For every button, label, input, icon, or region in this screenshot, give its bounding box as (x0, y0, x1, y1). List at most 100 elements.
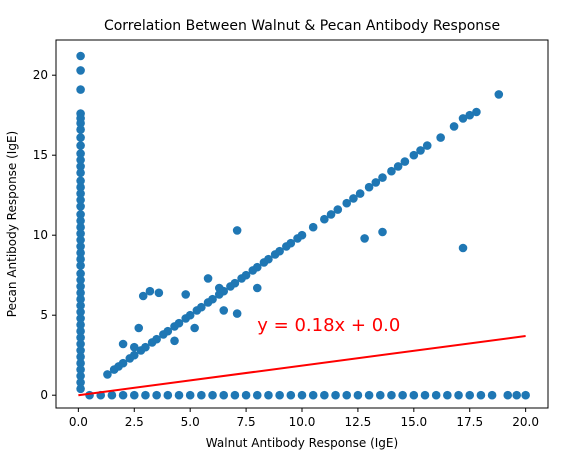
data-point-152 (420, 390, 430, 400)
x-tick-label: 10.0 (289, 415, 316, 429)
data-point-104 (118, 339, 128, 349)
data-point-141 (297, 390, 307, 400)
data-point-32 (76, 301, 85, 310)
data-point-31 (76, 294, 85, 304)
data-point-34 (76, 314, 85, 323)
y-tick-label: 10 (33, 228, 48, 242)
data-point-95 (409, 150, 419, 160)
data-point-97 (422, 141, 432, 150)
data-point-142 (308, 390, 318, 400)
data-point-153 (431, 390, 441, 400)
data-point-159 (503, 390, 513, 400)
data-point-158 (487, 390, 497, 400)
data-point-150 (398, 390, 407, 400)
data-point-79 (286, 238, 296, 248)
data-point-29 (76, 282, 85, 291)
data-point-20 (76, 222, 85, 232)
data-point-147 (364, 390, 374, 400)
data-point-145 (342, 390, 352, 400)
data-point-84 (326, 210, 336, 219)
data-point-161 (521, 390, 530, 400)
data-point-148 (375, 390, 385, 400)
x-axis-ticks: 0.0 2.5 5.0 7.5 10.0 12.5 15.0 17.5 20.0 (69, 408, 539, 429)
data-point-113 (203, 274, 213, 283)
data-point-63 (197, 302, 206, 312)
data-point-5 (76, 118, 85, 128)
x-tick-label: 15.0 (400, 415, 427, 429)
data-point-131 (185, 390, 195, 400)
x-tick-label: 7.5 (237, 415, 256, 429)
regression-line (78, 335, 526, 397)
data-point-71 (241, 270, 251, 280)
data-point-41 (76, 358, 85, 368)
data-point-26 (76, 261, 85, 270)
data-point-35 (76, 320, 85, 330)
x-tick-label: 5.0 (181, 415, 200, 429)
data-point-65 (208, 294, 217, 304)
data-point-22 (76, 235, 85, 245)
data-point-83 (320, 214, 329, 224)
data-point-30 (76, 288, 85, 298)
data-point-39 (76, 346, 85, 355)
plot-area: y = 0.18x + 0.0 (76, 51, 530, 400)
x-tick-label: 2.5 (125, 415, 144, 429)
data-point-85 (333, 205, 343, 214)
data-point-94 (400, 157, 410, 166)
data-point-138 (264, 390, 273, 400)
data-point-146 (353, 390, 363, 400)
data-point-15 (76, 189, 85, 198)
y-tick-label: 5 (40, 308, 48, 322)
data-point-21 (76, 229, 85, 238)
data-point-36 (76, 326, 85, 336)
data-point-6 (76, 125, 85, 134)
data-point-112 (190, 323, 199, 333)
x-axis-label: Walnut Antibody Response (IgE) (206, 436, 398, 450)
data-point-132 (197, 390, 206, 400)
data-point-119 (360, 234, 369, 243)
data-point-151 (409, 390, 419, 400)
y-tick-label: 0 (40, 388, 48, 402)
data-point-129 (163, 390, 173, 400)
data-point-25 (76, 254, 85, 264)
data-point-115 (219, 306, 229, 315)
data-point-157 (476, 390, 486, 400)
data-point-89 (364, 182, 374, 192)
data-point-108 (145, 286, 155, 296)
data-point-118 (252, 283, 262, 293)
data-point-45 (76, 384, 85, 394)
data-point-88 (355, 189, 365, 198)
data-point-27 (76, 269, 85, 278)
y-axis-label: Pecan Antibody Response (IgE) (5, 131, 19, 317)
data-point-156 (465, 390, 475, 400)
data-point-139 (275, 390, 284, 400)
data-point-10 (76, 155, 85, 165)
data-point-126 (129, 390, 139, 400)
data-point-90 (371, 178, 381, 187)
data-point-144 (331, 390, 340, 400)
data-point-69 (230, 278, 240, 288)
data-point-61 (185, 310, 195, 320)
data-point-116 (232, 309, 242, 318)
data-point-28 (76, 275, 85, 285)
data-point-101 (465, 110, 475, 120)
data-point-106 (134, 323, 144, 333)
data-point-43 (76, 371, 85, 381)
data-point-37 (76, 333, 85, 342)
data-point-33 (76, 307, 85, 317)
x-tick-label: 20.0 (512, 415, 539, 429)
data-point-110 (170, 336, 179, 346)
data-point-9 (76, 149, 85, 158)
data-point-0 (76, 51, 85, 61)
chart-title: Correlation Between Walnut & Pecan Antib… (104, 18, 500, 34)
data-point-124 (107, 390, 117, 400)
data-point-128 (152, 390, 161, 400)
y-tick-label: 20 (33, 68, 48, 82)
data-point-93 (393, 162, 403, 171)
data-point-99 (449, 122, 459, 131)
data-point-122 (85, 390, 94, 400)
data-point-19 (76, 216, 85, 226)
data-point-8 (76, 141, 85, 150)
data-point-149 (387, 390, 396, 400)
data-point-140 (286, 390, 296, 400)
